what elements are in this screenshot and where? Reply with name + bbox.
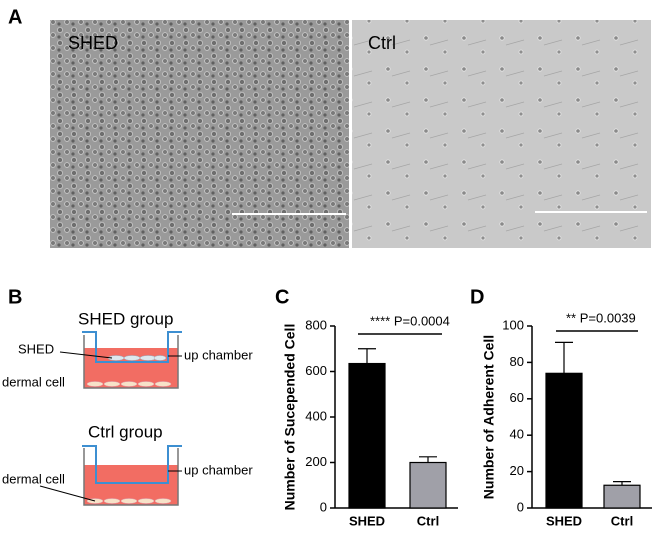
bar: [603, 484, 641, 509]
y-tick-label: 20: [510, 463, 524, 478]
y-tick-label: 600: [305, 363, 327, 378]
y-tick-label: 0: [320, 499, 327, 514]
micrograph-label: Ctrl: [368, 33, 396, 53]
y-tick-label: 40: [510, 427, 524, 442]
diagram-label: dermal cell: [2, 374, 65, 389]
y-axis-label: Number of Adherent Cell: [481, 335, 497, 499]
bar: [409, 461, 447, 509]
insert: [82, 445, 182, 484]
y-tick-label: 200: [305, 454, 327, 469]
panel-label: C: [275, 286, 289, 308]
significance-label: ** P=0.0039: [566, 310, 636, 325]
pointer: [39, 485, 96, 502]
significance-label: **** P=0.0004: [370, 313, 450, 328]
x-tick-label: SHED: [349, 513, 385, 528]
diagram-label: dermal cell: [2, 471, 65, 486]
diagram-label: up chamber: [184, 347, 253, 362]
panel-label: B: [8, 286, 22, 308]
y-tick-label: 60: [510, 390, 524, 405]
y-tick-label: 400: [305, 408, 327, 423]
dermal-cells: [86, 381, 172, 387]
y-tick-label: 800: [305, 317, 327, 332]
shed-cells: [107, 355, 167, 361]
pointer: [59, 351, 113, 359]
x-tick-label: Ctrl: [611, 513, 633, 528]
bar: [545, 372, 583, 509]
diagram-label: up chamber: [184, 462, 253, 477]
y-tick-label: 80: [510, 354, 524, 369]
group-title: Ctrl group: [88, 422, 163, 441]
diagram-label: SHED: [18, 341, 54, 356]
micrograph: [50, 20, 349, 248]
panel-label: A: [8, 6, 22, 28]
y-axis-label: Number of Sucepended Cell: [282, 324, 298, 511]
y-tick-label: 0: [517, 499, 524, 514]
x-tick-label: SHED: [546, 513, 582, 528]
dermal-cells: [86, 498, 172, 504]
y-tick-label: 100: [502, 317, 524, 332]
bar: [348, 362, 386, 509]
micrograph: [352, 20, 651, 248]
micrograph-label: SHED: [68, 33, 118, 53]
dish: [83, 335, 179, 389]
x-tick-label: Ctrl: [417, 513, 439, 528]
dish: [83, 448, 179, 506]
group-title: SHED group: [78, 309, 173, 328]
panel-label: D: [470, 286, 484, 308]
insert: [82, 331, 182, 363]
